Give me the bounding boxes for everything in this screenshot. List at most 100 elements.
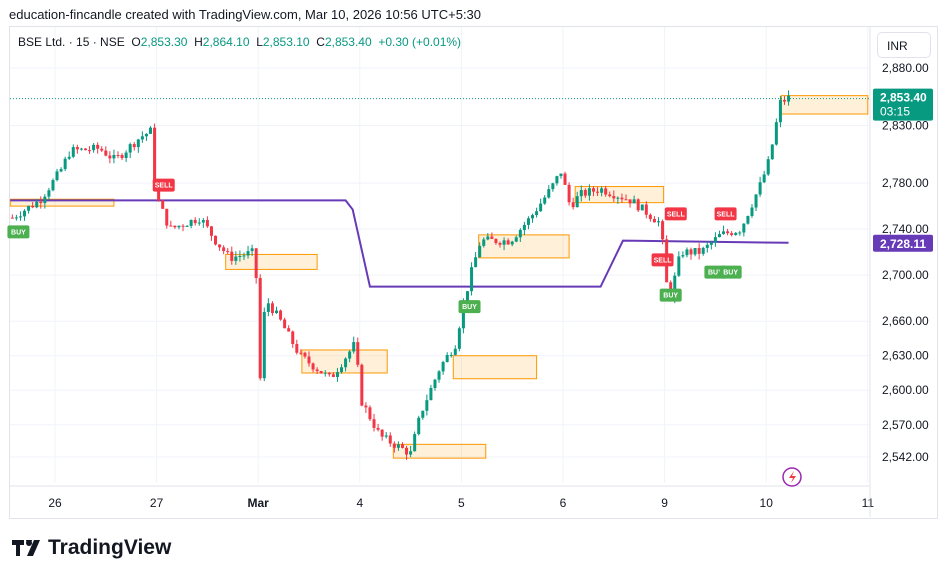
candle-body — [616, 197, 620, 199]
y-tick-label: 2,660.00 — [882, 314, 929, 328]
candle-body — [526, 218, 530, 225]
sell-signal: SELL — [152, 178, 175, 192]
x-tick-label: 4 — [356, 496, 363, 510]
signal-badge — [651, 253, 674, 267]
candle-body — [132, 144, 136, 148]
candle-body — [10, 217, 14, 219]
candle-body — [185, 225, 189, 227]
buy-signal: BUY — [659, 288, 682, 302]
candle-body — [628, 199, 632, 204]
symbol-name[interactable]: BSE Ltd. · 15 · NSE — [18, 35, 125, 49]
candle-body — [457, 328, 461, 349]
signal-label: BUY — [708, 270, 723, 277]
candle-body — [400, 444, 404, 448]
candle-body — [149, 127, 153, 134]
candle-body — [640, 204, 644, 211]
candle-body — [108, 155, 112, 159]
candle-body — [75, 147, 79, 150]
candle-body — [734, 232, 738, 235]
candle-body — [380, 429, 384, 437]
candle-body — [124, 152, 128, 159]
candle-body — [388, 435, 392, 444]
currency-button[interactable]: INR — [877, 32, 931, 58]
candle-body — [100, 148, 104, 151]
candle-body — [742, 223, 746, 233]
candle-body — [433, 379, 437, 388]
candle-body — [652, 218, 656, 223]
candle-body — [693, 247, 697, 255]
signal-label: BUY — [723, 270, 738, 277]
candle-body — [726, 231, 730, 234]
trend-line — [10, 199, 789, 288]
buy-signal: BUY — [458, 300, 481, 314]
chart-caption: education-fincandle created with Trading… — [9, 7, 482, 22]
candle-body — [445, 355, 449, 362]
high-value: 2,864.10 — [202, 35, 250, 49]
candle-body — [43, 196, 47, 204]
candle-body — [327, 372, 331, 375]
candle-body — [201, 220, 205, 223]
y-tick-label: 2,570.00 — [882, 418, 929, 432]
countdown-text: 03:15 — [880, 105, 910, 119]
signal-label: SELL — [155, 183, 174, 190]
candle-body — [730, 233, 734, 235]
candle-body — [116, 154, 120, 156]
x-tick-label: 10 — [760, 496, 774, 510]
candle-body — [559, 173, 563, 177]
tradingview-logo[interactable]: TradingView — [12, 536, 171, 560]
candle-body — [681, 255, 685, 257]
candle-body — [173, 225, 177, 228]
candle-body — [575, 196, 579, 208]
candle-body — [270, 303, 274, 314]
candle-body — [344, 358, 348, 368]
low-label: L — [256, 35, 263, 49]
candle-body — [193, 219, 197, 224]
candle-body — [441, 361, 445, 372]
supply-demand-zone — [392, 443, 487, 459]
candle-body — [490, 236, 494, 239]
candle-body — [136, 139, 140, 148]
candle-body — [461, 303, 465, 329]
candle-body — [717, 234, 721, 238]
candle-body — [250, 248, 254, 252]
candle-body — [303, 352, 307, 357]
candle-body — [291, 331, 295, 345]
candle-body — [14, 217, 18, 219]
x-tick-label: 11 — [862, 496, 875, 510]
candle-body — [518, 229, 522, 238]
candle-body — [421, 410, 425, 418]
chart-frame[interactable] — [9, 26, 938, 519]
open-label: O — [131, 35, 141, 49]
tv-logo-icon — [12, 540, 40, 556]
candle-body — [648, 214, 652, 219]
signal-label: SELL — [667, 211, 686, 218]
candle-body — [92, 144, 96, 151]
candle-body — [709, 242, 713, 245]
candle-body — [35, 201, 39, 208]
candle-body — [453, 348, 457, 355]
candle-body — [242, 255, 246, 257]
candle-body — [112, 154, 116, 159]
buy-signal: BUY — [719, 265, 742, 279]
y-tick-label: 2,630.00 — [882, 349, 929, 363]
candle-body — [372, 419, 376, 428]
candle-body — [157, 185, 161, 201]
candle-body — [88, 150, 92, 152]
candle-body — [413, 434, 417, 452]
trend-value-text: 2,728.11 — [880, 237, 926, 251]
y-tick-label: 2,880.00 — [882, 61, 929, 75]
candle-body — [782, 99, 786, 102]
signal-label: BUY — [663, 293, 678, 300]
candle-body — [429, 387, 433, 401]
candle-body — [230, 251, 234, 261]
y-tick-label: 2,600.00 — [882, 383, 929, 397]
candle-body — [51, 180, 55, 191]
candle-body — [644, 204, 648, 215]
candle-body — [587, 188, 591, 196]
candle-body — [612, 196, 616, 199]
candle-body — [750, 207, 754, 216]
sell-signal: SELL — [714, 207, 737, 221]
signal-badge — [719, 265, 742, 279]
candle-body — [567, 184, 571, 203]
